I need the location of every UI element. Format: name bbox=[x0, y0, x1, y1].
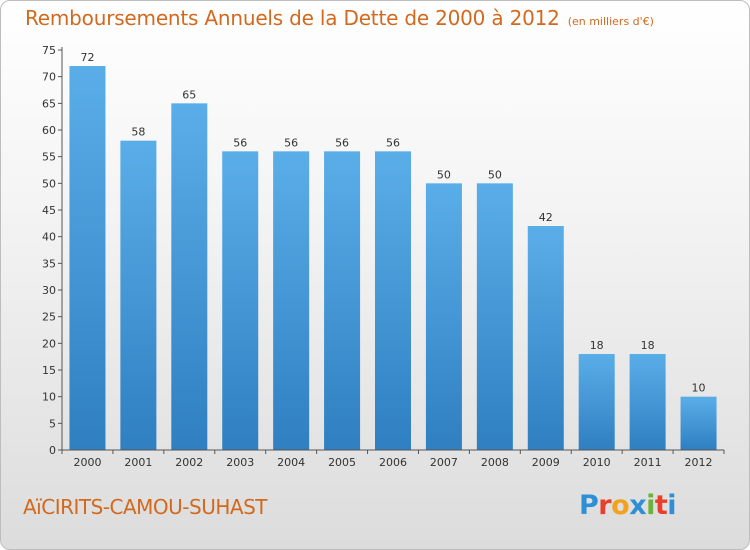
x-tick-label-2006: 2006 bbox=[379, 456, 407, 469]
bar-2004 bbox=[273, 151, 310, 451]
y-tick-label: 10 bbox=[42, 391, 56, 404]
value-label-2011: 18 bbox=[641, 339, 655, 352]
x-tick-label-2009: 2009 bbox=[532, 456, 560, 469]
x-tick-label-2004: 2004 bbox=[277, 456, 305, 469]
x-tick-label-2001: 2001 bbox=[124, 456, 152, 469]
y-tick-label: 75 bbox=[42, 44, 56, 57]
y-tick-label: 40 bbox=[42, 231, 56, 244]
bar-2006 bbox=[375, 151, 411, 451]
chart-unit: (en milliers d'€) bbox=[567, 15, 654, 28]
commune-name: AïCIRITS-CAMOU-SUHAST bbox=[23, 495, 268, 519]
value-label-2000: 72 bbox=[80, 51, 94, 64]
value-label-2003: 56 bbox=[233, 136, 247, 149]
bar-2005 bbox=[324, 151, 361, 451]
bar-2007 bbox=[425, 183, 462, 451]
bar-2002 bbox=[171, 103, 208, 450]
x-tick-label-2000: 2000 bbox=[73, 456, 101, 469]
value-label-2012: 10 bbox=[692, 382, 706, 395]
bar-2008 bbox=[476, 183, 513, 451]
y-tick-label: 45 bbox=[42, 204, 56, 217]
bar-2011 bbox=[629, 354, 666, 450]
y-tick-label: 30 bbox=[42, 284, 56, 297]
y-tick-label: 20 bbox=[42, 337, 56, 350]
axes-group: 0 5 10 15 20 25 30 35 40 45 50 55 60 65 70 75 2000 2001 20… bbox=[42, 44, 725, 469]
bars-group: 72 58 65 56 56 56 56 50 50 42 18 18 10 bbox=[69, 51, 717, 451]
chart-title: Remboursements Annuels de la Dette de 20… bbox=[25, 6, 560, 30]
y-tick-label: 35 bbox=[42, 257, 56, 270]
x-tick-label-2008: 2008 bbox=[481, 456, 509, 469]
bar-2009 bbox=[527, 226, 564, 450]
bar-2003 bbox=[222, 151, 259, 451]
value-label-2001: 58 bbox=[131, 126, 145, 139]
proxiti-logo: Proxiti bbox=[579, 490, 677, 521]
logo-letter: P bbox=[579, 490, 599, 521]
x-tick-label-2012: 2012 bbox=[685, 456, 713, 469]
logo-letter: i bbox=[667, 490, 677, 521]
value-label-2002: 65 bbox=[182, 88, 196, 101]
value-label-2004: 56 bbox=[284, 136, 298, 149]
y-tick-label: 25 bbox=[42, 311, 56, 324]
bar-2000 bbox=[69, 66, 106, 450]
x-tick-label-2005: 2005 bbox=[328, 456, 356, 469]
value-label-2010: 18 bbox=[590, 339, 604, 352]
value-label-2009: 42 bbox=[539, 211, 553, 224]
value-label-2006: 56 bbox=[386, 136, 400, 149]
y-tick-label: 15 bbox=[42, 364, 56, 377]
logo-letter: i bbox=[646, 490, 655, 521]
logo-letter: x bbox=[629, 490, 647, 521]
value-label-2008: 50 bbox=[488, 168, 502, 181]
y-tick-label: 65 bbox=[42, 97, 56, 110]
x-tick-label-2003: 2003 bbox=[226, 456, 254, 469]
y-tick-label: 5 bbox=[49, 417, 56, 430]
x-tick-label-2011: 2011 bbox=[634, 456, 662, 469]
x-tick-label-2002: 2002 bbox=[175, 456, 203, 469]
bar-2001 bbox=[120, 140, 157, 450]
value-label-2005: 56 bbox=[335, 136, 349, 149]
bar-2012 bbox=[680, 396, 717, 450]
y-tick-label: 60 bbox=[42, 124, 56, 137]
logo-letter: r bbox=[598, 490, 612, 521]
y-tick-label: 70 bbox=[42, 71, 56, 84]
bar-2010 bbox=[578, 354, 615, 450]
x-tick-label-2007: 2007 bbox=[430, 456, 458, 469]
logo-letter: o bbox=[611, 490, 630, 521]
title-row: Remboursements Annuels de la Dette de 20… bbox=[25, 6, 654, 30]
logo-letter: t bbox=[654, 490, 668, 521]
y-tick-label: 0 bbox=[49, 444, 56, 457]
value-label-2007: 50 bbox=[437, 168, 451, 181]
y-tick-label: 55 bbox=[42, 151, 56, 164]
x-tick-label-2010: 2010 bbox=[583, 456, 611, 469]
y-tick-label: 50 bbox=[42, 177, 56, 190]
